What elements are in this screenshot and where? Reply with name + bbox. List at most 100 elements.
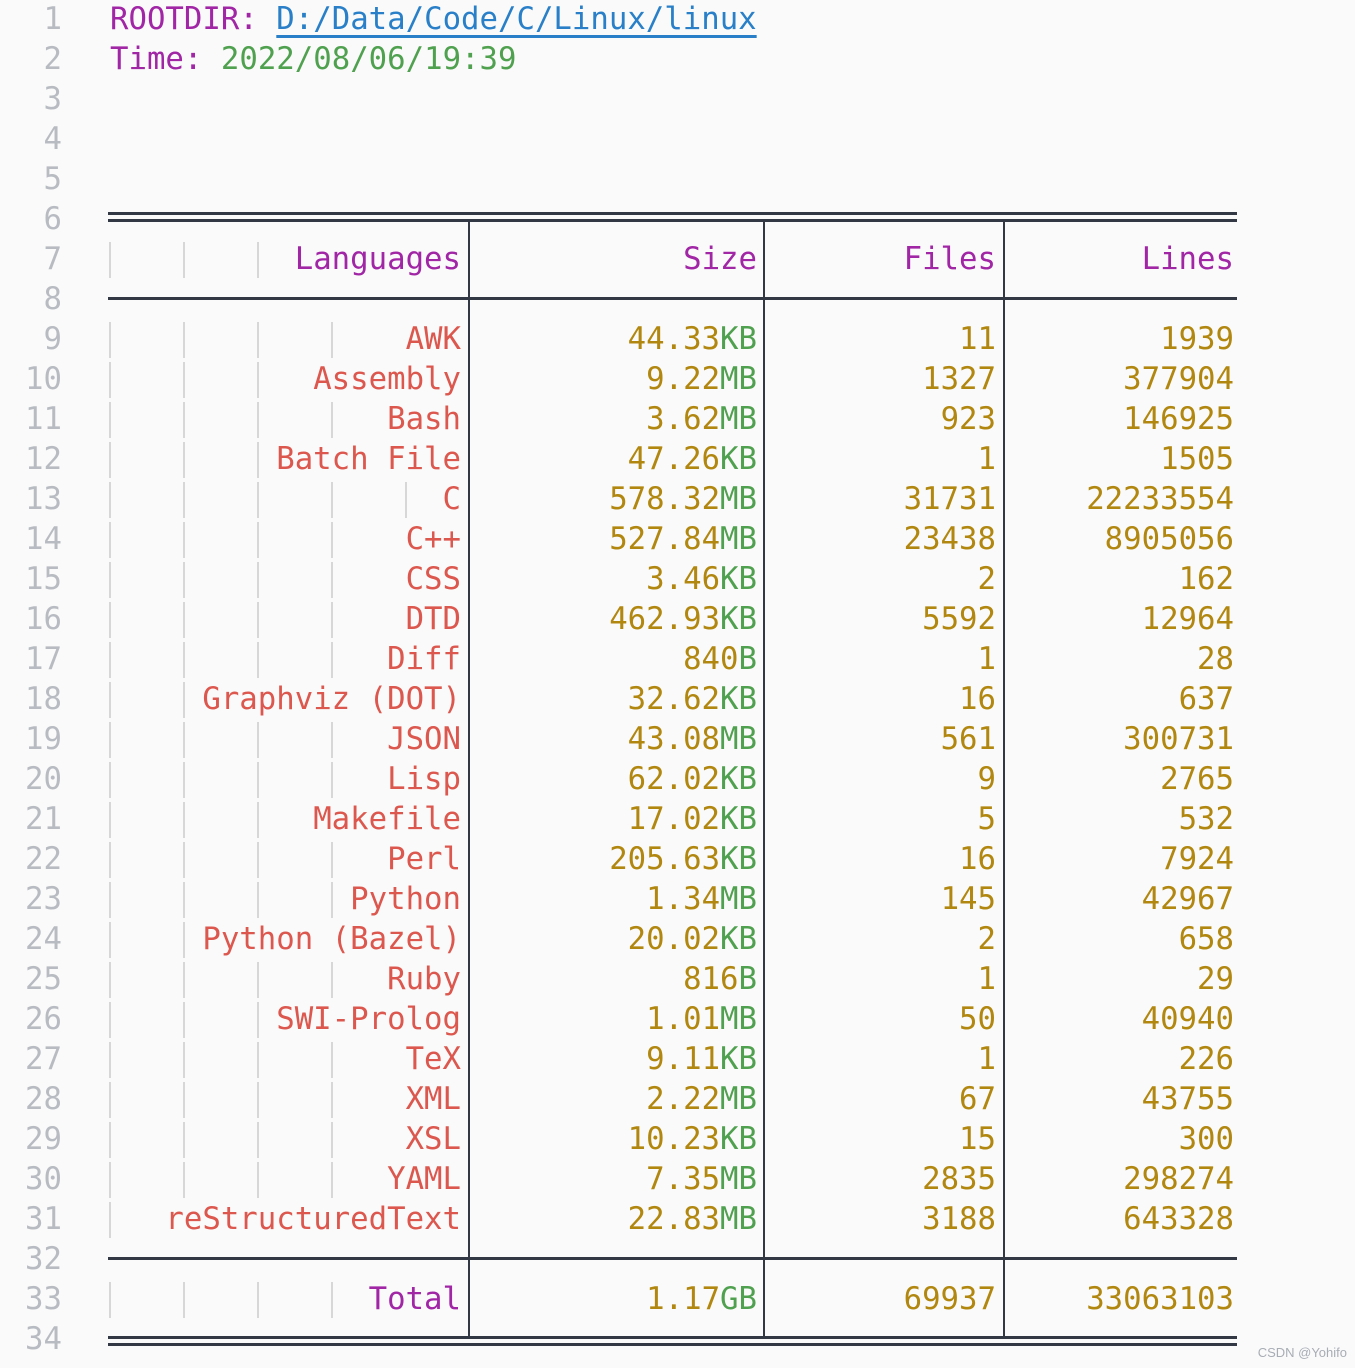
line-number[interactable]: 23 bbox=[25, 882, 62, 917]
indent-guide bbox=[257, 1162, 259, 1198]
language-cell: reStructuredText bbox=[165, 1202, 461, 1237]
table-row[interactable]: XSL 10.23KB 15 300 bbox=[109, 1120, 1238, 1160]
line-number[interactable]: 34 bbox=[25, 1322, 62, 1357]
indent-guide bbox=[109, 442, 111, 478]
indent-guide bbox=[331, 642, 333, 678]
indent-guide bbox=[183, 402, 185, 438]
lines-cell: 40940 bbox=[1141, 1002, 1234, 1037]
size-cell: 1.01MB bbox=[470, 1000, 764, 1040]
size-value: 7.35 bbox=[646, 1162, 721, 1197]
line-number[interactable]: 27 bbox=[25, 1042, 62, 1077]
line-number[interactable]: 28 bbox=[25, 1082, 62, 1117]
indent-guide bbox=[109, 1202, 111, 1238]
line-number[interactable]: 19 bbox=[25, 722, 62, 757]
indent-guide bbox=[331, 962, 333, 998]
line-number[interactable]: 1 bbox=[43, 2, 62, 37]
table-row[interactable]: Assembly 9.22MB 1327 377904 bbox=[109, 360, 1238, 400]
table-row[interactable]: XML 2.22MB 67 43755 bbox=[109, 1080, 1238, 1120]
table-row[interactable]: Lisp 62.02KB 9 2765 bbox=[109, 760, 1238, 800]
line-number[interactable]: 2 bbox=[43, 42, 62, 77]
line-number[interactable]: 11 bbox=[25, 402, 62, 437]
indent-guide bbox=[183, 682, 185, 718]
table-row[interactable]: Python (Bazel) 20.02KB 2 658 bbox=[109, 920, 1238, 960]
total-label: Total bbox=[368, 1282, 461, 1317]
table-row[interactable]: CSS 3.46KB 2 162 bbox=[109, 560, 1238, 600]
indent-guide bbox=[331, 1042, 333, 1078]
table-row[interactable]: Bash 3.62MB 923 146925 bbox=[109, 400, 1238, 440]
lines-cell: 643328 bbox=[1123, 1202, 1234, 1237]
table-row[interactable]: C 578.32MB 31731 22233554 bbox=[109, 480, 1238, 520]
line-number[interactable]: 6 bbox=[43, 202, 62, 237]
total-lines-cell: 33063103 bbox=[1086, 1282, 1234, 1317]
table-header-row[interactable]: Languages Size Files Lines bbox=[109, 240, 1238, 280]
lines-cell: 1939 bbox=[1160, 322, 1234, 357]
table-row[interactable]: reStructuredText 22.83MB 3188 643328 bbox=[109, 1200, 1238, 1240]
files-cell: 3188 bbox=[922, 1202, 996, 1237]
line-number[interactable]: 16 bbox=[25, 602, 62, 637]
table-row[interactable]: SWI-Prolog 1.01MB 50 40940 bbox=[109, 1000, 1238, 1040]
table-row[interactable]: Batch File 47.26KB 1 1505 bbox=[109, 440, 1238, 480]
table-row[interactable]: Diff 840B 1 28 bbox=[109, 640, 1238, 680]
line-number[interactable]: 15 bbox=[25, 562, 62, 597]
line-number[interactable]: 29 bbox=[25, 1122, 62, 1157]
table-row[interactable]: Python 1.34MB 145 42967 bbox=[109, 880, 1238, 920]
size-value: 62.02 bbox=[627, 762, 721, 797]
language-cell: Diff bbox=[387, 642, 461, 677]
table-row[interactable]: DTD 462.93KB 5592 12964 bbox=[109, 600, 1238, 640]
table-row[interactable]: JSON 43.08MB 561 300731 bbox=[109, 720, 1238, 760]
lines-cell: 43755 bbox=[1141, 1082, 1234, 1117]
line-number[interactable]: 13 bbox=[25, 482, 62, 517]
line-number[interactable]: 31 bbox=[25, 1202, 62, 1237]
line-number[interactable]: 20 bbox=[25, 762, 62, 797]
rootdir-path-link[interactable]: D:/Data/Code/C/Linux/linux bbox=[276, 2, 757, 37]
line-number[interactable]: 8 bbox=[43, 282, 62, 317]
table-row[interactable]: C++ 527.84MB 23438 8905056 bbox=[109, 520, 1238, 560]
language-cell: Makefile bbox=[313, 802, 461, 837]
line-number[interactable]: 24 bbox=[25, 922, 62, 957]
indent-guide bbox=[183, 1082, 185, 1118]
table-row[interactable]: Perl 205.63KB 16 7924 bbox=[109, 840, 1238, 880]
lines-cell: 7924 bbox=[1160, 842, 1234, 877]
line-number[interactable]: 33 bbox=[25, 1282, 62, 1317]
size-cell: 816B bbox=[470, 960, 764, 1000]
size-unit: KB bbox=[720, 442, 757, 477]
indent-guide bbox=[109, 842, 111, 878]
line-number[interactable]: 17 bbox=[25, 642, 62, 677]
indent-guide bbox=[109, 762, 111, 798]
table-row[interactable]: TeX 9.11KB 1 226 bbox=[109, 1040, 1238, 1080]
line-number[interactable]: 4 bbox=[43, 122, 62, 157]
rootdir-line[interactable]: ROOTDIR: D:/Data/Code/C/Linux/linux bbox=[110, 0, 757, 40]
time-line[interactable]: Time: 2022/08/06/19:39 bbox=[110, 40, 516, 80]
language-cell: C bbox=[442, 482, 461, 517]
table-row[interactable]: Graphviz (DOT) 32.62KB 16 637 bbox=[109, 680, 1238, 720]
indent-guide bbox=[331, 762, 333, 798]
line-number[interactable]: 22 bbox=[25, 842, 62, 877]
files-cell: 2 bbox=[977, 562, 996, 597]
line-number[interactable]: 12 bbox=[25, 442, 62, 477]
table-row[interactable]: Ruby 816B 1 29 bbox=[109, 960, 1238, 1000]
table-total-row[interactable]: Total 1.17GB 69937 33063103 bbox=[109, 1280, 1238, 1320]
line-number[interactable]: 7 bbox=[43, 242, 62, 277]
line-number[interactable]: 14 bbox=[25, 522, 62, 557]
line-number[interactable]: 9 bbox=[43, 322, 62, 357]
indent-guide bbox=[183, 522, 185, 558]
column-header-lines: Lines bbox=[1141, 242, 1234, 277]
table-row[interactable]: AWK 44.33KB 11 1939 bbox=[109, 320, 1238, 360]
line-number[interactable]: 32 bbox=[25, 1242, 62, 1277]
indent-guide bbox=[257, 522, 259, 558]
line-number[interactable]: 5 bbox=[43, 162, 62, 197]
line-number[interactable]: 30 bbox=[25, 1162, 62, 1197]
line-number[interactable]: 18 bbox=[25, 682, 62, 717]
size-value: 9.11 bbox=[646, 1042, 721, 1077]
line-number[interactable]: 25 bbox=[25, 962, 62, 997]
size-cell: 205.63KB bbox=[470, 840, 764, 880]
line-number[interactable]: 21 bbox=[25, 802, 62, 837]
indent-guide bbox=[257, 562, 259, 598]
table-row[interactable]: YAML 7.35MB 2835 298274 bbox=[109, 1160, 1238, 1200]
line-number[interactable]: 26 bbox=[25, 1002, 62, 1037]
line-number[interactable]: 3 bbox=[43, 82, 62, 117]
total-separator-rule bbox=[108, 1257, 1237, 1260]
line-number[interactable]: 10 bbox=[25, 362, 62, 397]
size-value: 22.83 bbox=[627, 1202, 721, 1237]
table-row[interactable]: Makefile 17.02KB 5 532 bbox=[109, 800, 1238, 840]
